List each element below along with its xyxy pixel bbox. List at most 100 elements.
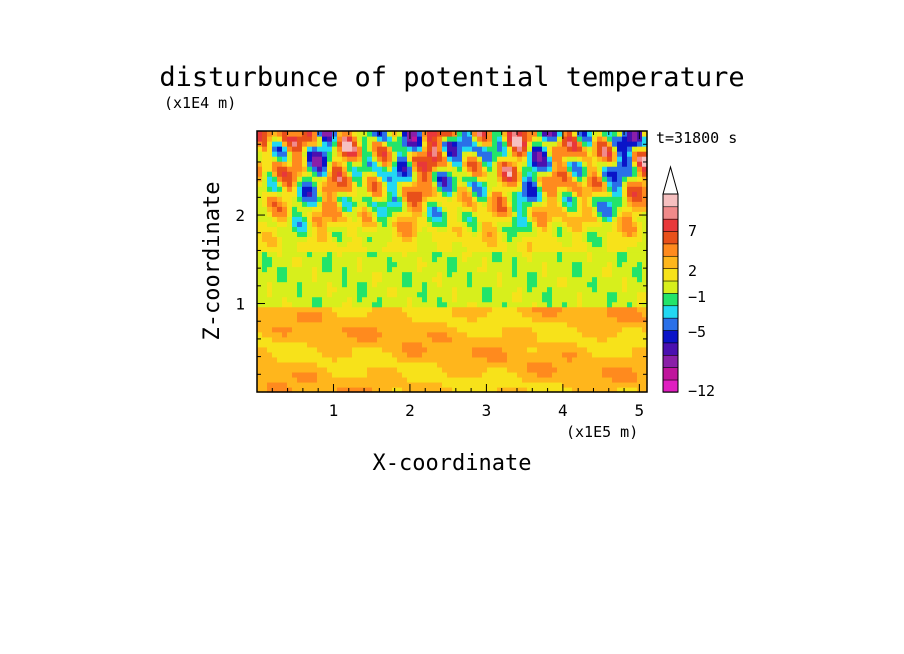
contour-cell xyxy=(522,246,528,253)
contour-cell xyxy=(572,261,578,268)
contour-cell xyxy=(512,301,518,308)
contour-cell xyxy=(537,336,543,343)
contour-cell xyxy=(352,201,358,207)
contour-cell xyxy=(502,216,508,222)
contour-cell xyxy=(272,356,278,363)
contour-cell xyxy=(467,336,473,343)
contour-cell xyxy=(277,311,283,318)
contour-cell xyxy=(317,206,323,212)
contour-cell xyxy=(562,381,568,388)
contour-cell xyxy=(322,141,328,147)
contour-cell xyxy=(282,261,288,268)
contour-cell xyxy=(612,161,618,167)
contour-cell xyxy=(362,316,368,323)
contour-cell xyxy=(357,221,363,227)
contour-cell xyxy=(532,276,538,283)
contour-cell xyxy=(632,281,638,288)
contour-cell xyxy=(467,151,473,157)
contour-cell xyxy=(532,326,538,333)
contour-cell xyxy=(347,251,353,258)
y-axis-label: Z-coordinate xyxy=(200,182,225,341)
contour-cell xyxy=(277,386,283,393)
contour-cell xyxy=(367,171,373,177)
contour-cell xyxy=(287,296,293,303)
contour-cell xyxy=(352,191,358,197)
contour-cell xyxy=(627,376,633,383)
contour-cell xyxy=(322,186,328,192)
contour-cell xyxy=(577,366,583,373)
contour-cell xyxy=(527,226,533,232)
contour-cell xyxy=(577,316,583,323)
contour-cell xyxy=(417,136,423,142)
contour-cell xyxy=(347,166,353,172)
contour-cell xyxy=(337,361,343,368)
contour-cell xyxy=(367,196,373,202)
contour-cell xyxy=(267,361,273,368)
contour-cell xyxy=(537,141,543,147)
contour-cell xyxy=(262,261,268,268)
contour-cell xyxy=(317,156,323,162)
contour-cell xyxy=(637,286,643,293)
contour-cell xyxy=(467,216,473,222)
contour-cell xyxy=(367,371,373,378)
contour-cell xyxy=(602,331,608,338)
contour-cell xyxy=(622,181,628,187)
contour-cell xyxy=(487,266,493,273)
contour-cell xyxy=(417,331,423,338)
contour-cell xyxy=(467,131,473,137)
contour-cell xyxy=(377,326,383,333)
contour-cell xyxy=(367,256,373,263)
contour-cell xyxy=(522,371,528,378)
contour-cell xyxy=(572,331,578,338)
contour-cell xyxy=(397,191,403,197)
contour-cell xyxy=(477,291,483,298)
colorbar-tick-label: 2 xyxy=(688,262,697,280)
contour-cell xyxy=(457,151,463,157)
contour-cell xyxy=(267,341,273,348)
contour-cell xyxy=(577,181,583,187)
contour-cell xyxy=(467,316,473,323)
contour-cell xyxy=(412,336,418,343)
contour-cell xyxy=(292,146,298,152)
contour-cell xyxy=(562,171,568,177)
contour-cell xyxy=(277,181,283,187)
contour-cell xyxy=(347,366,353,373)
contour-cell xyxy=(452,316,458,323)
contour-cell xyxy=(447,276,453,283)
contour-cell xyxy=(457,341,463,348)
contour-cell xyxy=(297,336,303,343)
contour-cell xyxy=(262,246,268,253)
contour-cell xyxy=(457,316,463,323)
contour-cell xyxy=(567,301,573,308)
contour-cell xyxy=(572,151,578,157)
contour-cell xyxy=(562,341,568,348)
contour-cell xyxy=(632,196,638,202)
contour-cell xyxy=(527,271,533,278)
contour-cell xyxy=(617,266,623,273)
contour-cell xyxy=(587,201,593,207)
contour-cell xyxy=(517,136,523,142)
contour-cell xyxy=(372,266,378,273)
time-label: t=31800 s xyxy=(656,129,737,147)
contour-cell xyxy=(547,216,553,222)
contour-cell xyxy=(562,351,568,358)
contour-cell xyxy=(452,131,458,137)
contour-cell xyxy=(577,146,583,152)
contour-cell xyxy=(387,201,393,207)
contour-cell xyxy=(292,261,298,268)
contour-cell xyxy=(577,336,583,343)
contour-cell xyxy=(587,161,593,167)
contour-cell xyxy=(392,356,398,363)
contour-cell xyxy=(482,191,488,197)
contour-cell xyxy=(327,261,333,268)
contour-cell xyxy=(362,331,368,338)
contour-cell xyxy=(277,341,283,348)
contour-cell xyxy=(292,366,298,373)
contour-cell xyxy=(292,361,298,368)
contour-cell xyxy=(517,301,523,308)
contour-cell xyxy=(517,246,523,253)
contour-cell xyxy=(537,151,543,157)
contour-cell xyxy=(287,261,293,268)
contour-cell xyxy=(377,216,383,222)
contour-cell xyxy=(637,176,643,182)
